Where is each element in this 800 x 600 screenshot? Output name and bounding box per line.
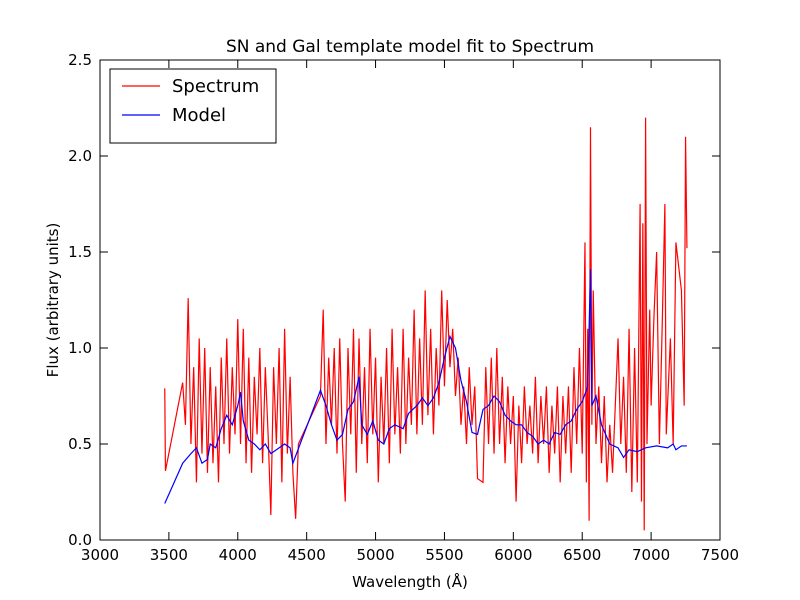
x-tick-label: 7500 <box>701 546 739 564</box>
x-tick-label: 7000 <box>632 546 670 564</box>
x-axis-label: Wavelength (Å) <box>352 572 468 591</box>
y-tick-label: 1.0 <box>68 339 92 357</box>
y-axis-label: Flux (arbitrary units) <box>44 223 62 378</box>
x-tick-label: 4500 <box>288 546 326 564</box>
series-line <box>164 269 687 504</box>
x-tick-label: 5500 <box>425 546 463 564</box>
chart-title: SN and Gal template model fit to Spectru… <box>226 37 594 57</box>
series-line <box>164 117 688 531</box>
x-tick-label: 6500 <box>563 546 601 564</box>
x-tick-label: 6000 <box>494 546 532 564</box>
x-tick-label: 3500 <box>150 546 188 564</box>
x-tick-label: 5000 <box>356 546 394 564</box>
y-tick-label: 1.5 <box>68 243 92 261</box>
legend-label: Spectrum <box>172 76 259 97</box>
plot-frame <box>99 59 721 541</box>
y-tick-label: 0.5 <box>68 435 92 453</box>
legend-label: Model <box>172 105 226 126</box>
x-tick-label: 4000 <box>219 546 257 564</box>
x-tick-label: 3000 <box>81 546 119 564</box>
y-tick-label: 2.5 <box>68 51 92 69</box>
legend-box <box>109 68 277 144</box>
y-tick-label: 0.0 <box>68 531 92 549</box>
y-tick-label: 2.0 <box>68 147 92 165</box>
